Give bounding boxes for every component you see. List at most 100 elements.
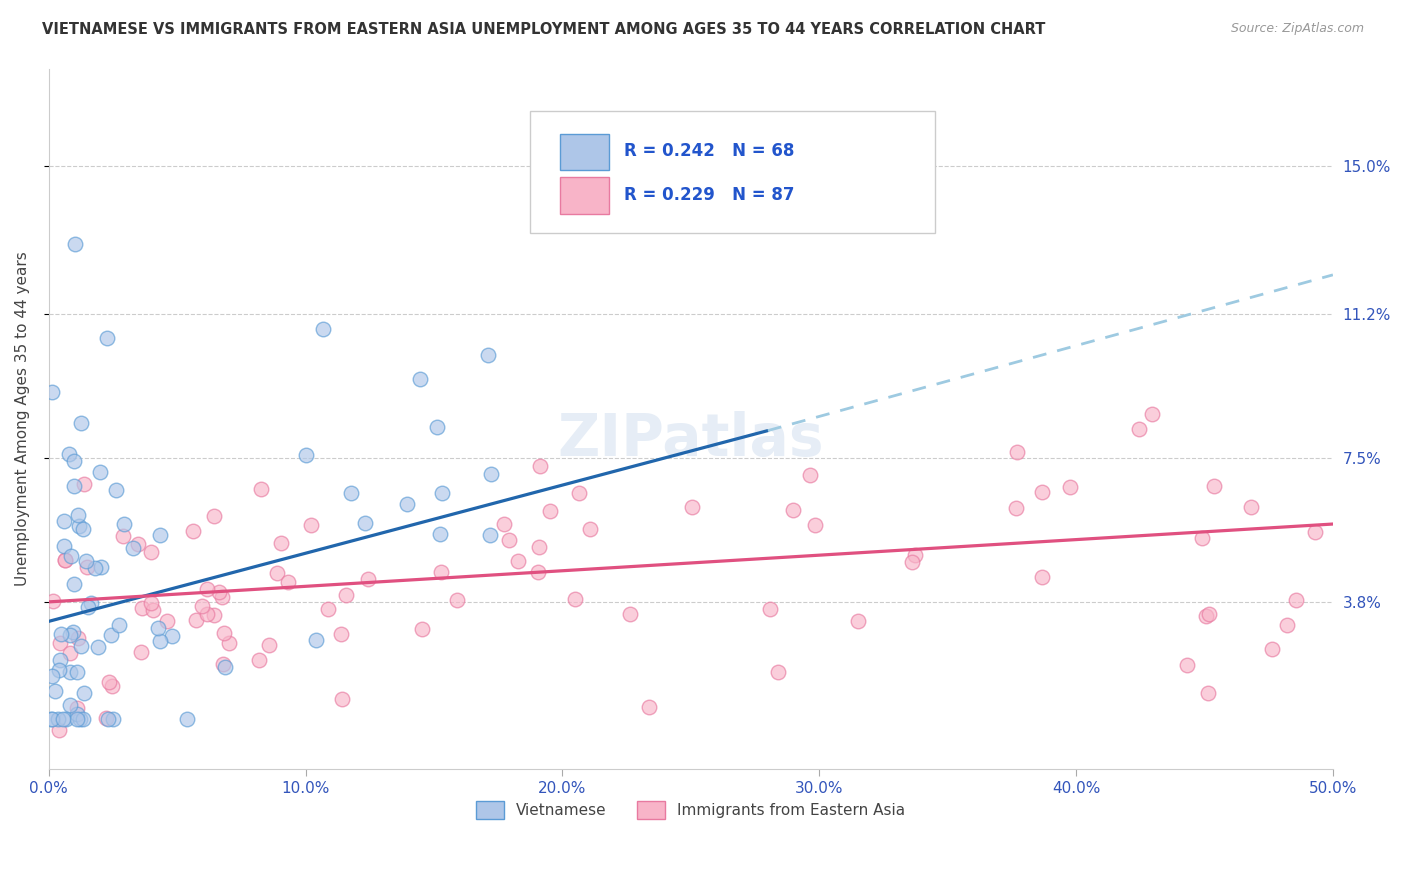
Point — [904, 548, 927, 562]
Point — [1128, 422, 1150, 436]
Point — [567, 485, 589, 500]
Point — [53, 552, 76, 566]
Point — [66, 706, 89, 721]
FancyBboxPatch shape — [560, 134, 609, 170]
Point — [181, 524, 204, 538]
Point — [247, 653, 270, 667]
Point — [112, 517, 135, 532]
Point — [107, 618, 129, 632]
Point — [305, 632, 328, 647]
Point — [270, 536, 292, 550]
Point — [127, 537, 149, 551]
Point — [316, 602, 339, 616]
Point — [52, 514, 75, 528]
Point — [72, 712, 94, 726]
Point — [766, 665, 789, 680]
Point — [41, 384, 63, 399]
Point — [782, 503, 804, 517]
Point — [357, 573, 380, 587]
Point — [48, 663, 70, 677]
Point — [759, 602, 782, 616]
Point — [90, 560, 112, 574]
Point — [70, 639, 93, 653]
Point — [96, 331, 118, 345]
Point — [59, 549, 82, 563]
Point — [846, 614, 869, 628]
Point — [49, 653, 72, 667]
Point — [69, 712, 91, 726]
Point — [266, 566, 288, 580]
Point — [53, 539, 76, 553]
Point — [1004, 501, 1026, 516]
Point — [1140, 407, 1163, 421]
Text: R = 0.229   N = 87: R = 0.229 N = 87 — [624, 186, 794, 203]
Text: Source: ZipAtlas.com: Source: ZipAtlas.com — [1230, 22, 1364, 36]
Point — [149, 527, 172, 541]
Point — [65, 712, 87, 726]
Point — [65, 236, 87, 251]
Point — [195, 607, 218, 622]
Point — [67, 518, 90, 533]
Point — [218, 636, 240, 650]
Point — [329, 627, 352, 641]
Point — [257, 638, 280, 652]
Point — [1197, 686, 1219, 700]
Point — [149, 633, 172, 648]
Point — [335, 588, 357, 602]
Point — [330, 692, 353, 706]
Point — [84, 561, 107, 575]
Point — [1059, 480, 1081, 494]
Point — [142, 603, 165, 617]
Point — [131, 601, 153, 615]
Legend: Vietnamese, Immigrants from Eastern Asia: Vietnamese, Immigrants from Eastern Asia — [471, 795, 911, 825]
Point — [681, 500, 703, 515]
Point — [277, 575, 299, 590]
Point — [59, 647, 82, 661]
Point — [804, 517, 827, 532]
Point — [478, 528, 501, 542]
Point — [73, 476, 96, 491]
Point — [75, 554, 97, 568]
Point — [62, 453, 84, 467]
Point — [129, 645, 152, 659]
Point — [105, 483, 128, 497]
Point — [250, 482, 273, 496]
Point — [1240, 500, 1263, 515]
FancyBboxPatch shape — [560, 178, 609, 213]
Point — [1284, 593, 1306, 607]
Point — [312, 322, 335, 336]
Point — [39, 712, 62, 726]
Point — [432, 485, 454, 500]
Point — [122, 541, 145, 556]
Point — [53, 553, 76, 567]
Point — [619, 607, 641, 621]
Text: R = 0.242   N = 68: R = 0.242 N = 68 — [624, 142, 794, 161]
Point — [446, 593, 468, 607]
Point — [42, 594, 65, 608]
Point — [299, 517, 322, 532]
Point — [191, 599, 214, 613]
Point — [139, 545, 162, 559]
Point — [212, 657, 235, 672]
Point — [77, 599, 100, 614]
Text: VIETNAMESE VS IMMIGRANTS FROM EASTERN ASIA UNEMPLOYMENT AMONG AGES 35 TO 44 YEAR: VIETNAMESE VS IMMIGRANTS FROM EASTERN AS… — [42, 22, 1046, 37]
Point — [72, 522, 94, 536]
Point — [58, 447, 80, 461]
Point — [49, 626, 72, 640]
Point — [55, 712, 77, 726]
Point — [1175, 657, 1198, 672]
Point — [63, 478, 86, 492]
Point — [41, 712, 63, 726]
Point — [89, 465, 111, 479]
Point — [1277, 617, 1299, 632]
Point — [69, 417, 91, 431]
Point — [411, 622, 433, 636]
Point — [295, 448, 318, 462]
Point — [184, 613, 207, 627]
Point — [46, 712, 69, 726]
Point — [214, 660, 236, 674]
Point — [66, 665, 89, 679]
Point — [48, 723, 70, 738]
Point — [799, 467, 821, 482]
Point — [63, 577, 86, 591]
